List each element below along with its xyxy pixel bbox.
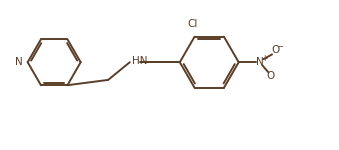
Text: +: + [261,54,268,63]
Text: O: O [266,71,274,81]
Text: N: N [256,57,264,67]
Text: O: O [271,45,279,56]
Text: Cl: Cl [187,19,198,29]
Text: −: − [276,42,283,51]
Text: HN: HN [132,56,147,66]
Text: N: N [15,57,23,67]
